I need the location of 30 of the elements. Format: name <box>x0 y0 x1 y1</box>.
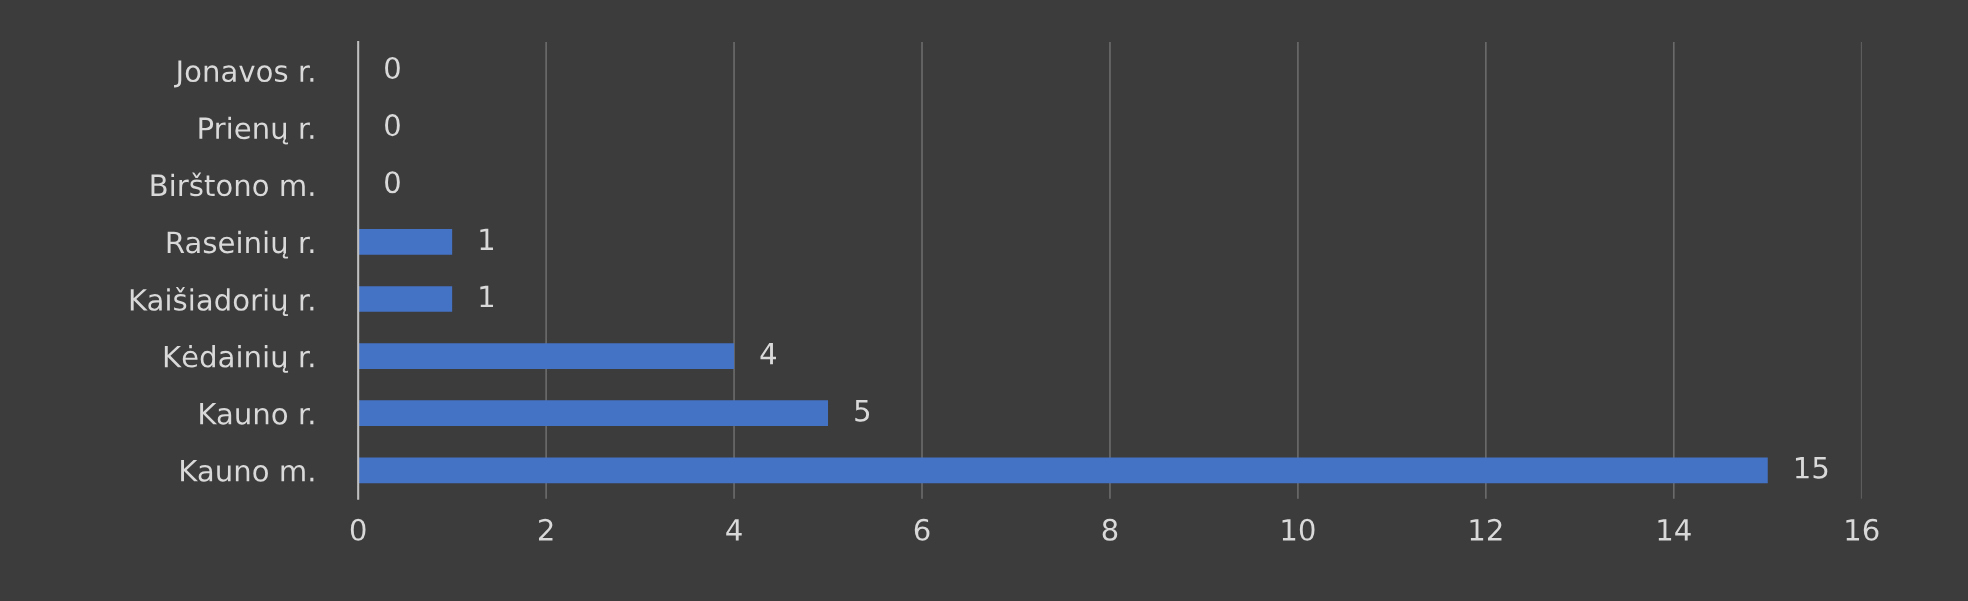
y-tick-label: Kėdainių r. <box>164 345 314 373</box>
y-tick-label: Jonavos r. <box>174 60 314 88</box>
y-tick-label: Birštono m. <box>151 172 314 197</box>
y-tick-label: Kauno m. <box>181 460 314 482</box>
data-label: 1 <box>480 285 494 308</box>
data-label: 1 <box>480 228 494 250</box>
x-tick-label: 14 <box>1658 519 1691 541</box>
bar <box>358 343 735 369</box>
data-label: 0 <box>385 114 400 137</box>
x-tick-label: 6 <box>914 518 930 541</box>
x-tick-label: 10 <box>1282 518 1315 541</box>
y-tick-label: Prienų r. <box>199 116 314 145</box>
y-tick-label: Raseinių r. <box>167 230 314 259</box>
data-label: 4 <box>760 342 776 365</box>
x-tick-label: 2 <box>538 518 553 541</box>
bar <box>358 457 1768 484</box>
data-label: 0 <box>385 171 400 194</box>
x-tick-label: 4 <box>726 519 742 541</box>
bar <box>358 229 453 255</box>
x-tick-label: 0 <box>350 518 366 541</box>
x-tick-label: 12 <box>1470 518 1502 541</box>
y-tick-label: Kaišiadorių r. <box>130 287 314 317</box>
x-tick-label: 16 <box>1846 518 1879 541</box>
data-label: 5 <box>855 399 870 422</box>
data-label: 0 <box>385 57 400 80</box>
y-tick-label: Kauno r. <box>200 403 314 425</box>
data-label: 15 <box>1795 457 1828 479</box>
x-tick-label: 8 <box>1102 518 1118 541</box>
bar <box>358 286 453 312</box>
bar <box>358 400 829 427</box>
